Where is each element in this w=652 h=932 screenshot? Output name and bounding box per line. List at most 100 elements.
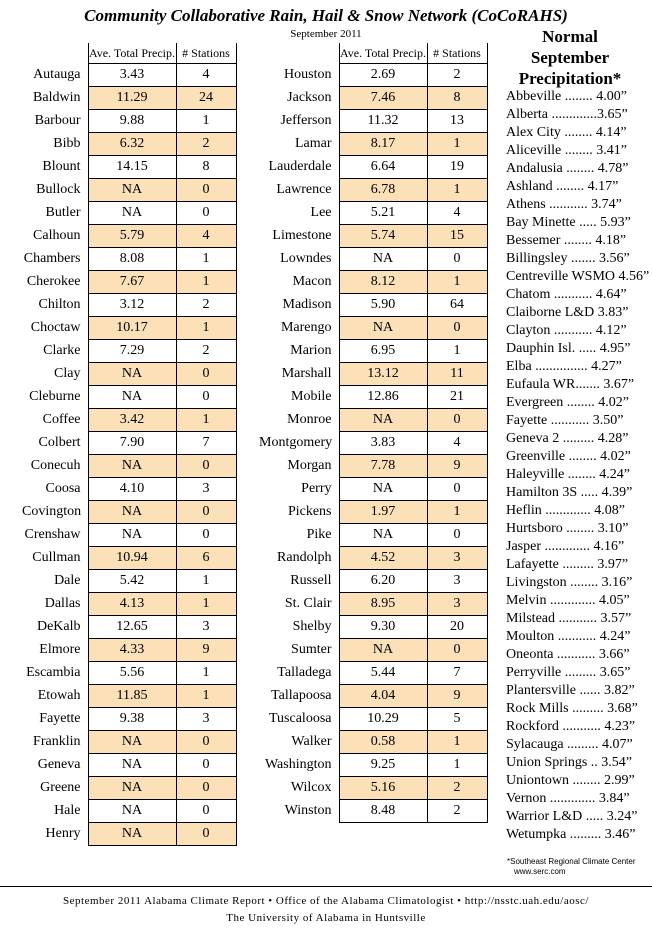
avg-total-precip: 6.78 (338, 178, 428, 202)
avg-total-precip: 9.38 (87, 707, 177, 731)
county-name: Montgomery (259, 435, 333, 450)
station-count: 0 (175, 178, 237, 202)
normal-precip-item: Union Springs .. 3.54” (506, 755, 632, 770)
normal-title-line: September (530, 48, 610, 67)
avg-total-precip: 7.46 (338, 86, 428, 110)
station-count: 3 (426, 546, 488, 570)
avg-total-precip: 7.78 (338, 454, 428, 478)
normal-precip-item: Oneonta ........... 3.66” (506, 647, 630, 662)
normal-precip-item: Rockford ........... 4.23” (506, 719, 636, 734)
stations-column-header: # Stations (175, 43, 237, 64)
normal-precip-item: Alberta .............3.65” (506, 107, 628, 122)
station-count: 0 (426, 408, 488, 432)
avg-total-precip: 3.43 (87, 63, 177, 87)
county-name: Cullman (32, 550, 81, 565)
county-name: Macon (292, 274, 332, 289)
county-name: DeKalb (36, 619, 81, 634)
avg-total-precip: 4.10 (87, 477, 177, 501)
avg-total-precip: NA (338, 408, 428, 432)
county-row: Perry NA 0 (259, 477, 488, 501)
county-row: Bullock NA 0 (22, 178, 237, 202)
county-name: Jackson (287, 90, 332, 105)
normal-precip-item: Billingsley ....... 3.56” (506, 251, 630, 266)
avg-total-precip: 6.32 (87, 132, 177, 156)
county-name: Marengo (280, 320, 332, 335)
avg-total-precip: 9.88 (87, 109, 177, 133)
county-row: Geneva NA 0 (22, 753, 237, 777)
avg-total-precip: 5.44 (338, 661, 428, 685)
avg-total-precip: NA (87, 730, 177, 754)
county-name: Franklin (33, 734, 81, 749)
county-name: Etowah (37, 688, 81, 703)
county-row: Marion 6.95 1 (259, 339, 488, 363)
county-name: Bullock (36, 182, 81, 197)
county-name: Crenshaw (24, 527, 81, 542)
county-row: Henry NA 0 (22, 822, 237, 846)
station-count: 3 (175, 615, 237, 639)
county-row: Calhoun 5.79 4 (22, 224, 237, 248)
county-name: Jefferson (280, 113, 332, 128)
normal-precip-title: Normal September Precipitation* (505, 26, 635, 89)
station-count: 0 (426, 523, 488, 547)
station-count: 1 (426, 753, 488, 777)
county-precip-table-right: Ave. Total Precip. # Stations Houston 2.6… (259, 43, 488, 823)
normal-precip-item: Athens ........... 3.74” (506, 197, 622, 212)
county-row: Talladega 5.44 7 (259, 661, 488, 685)
county-row: Randolph 4.52 3 (259, 546, 488, 570)
normal-precip-item: Abbeville ........ 4.00” (506, 89, 627, 104)
county-name: Bibb (53, 136, 81, 151)
county-row: Pike NA 0 (259, 523, 488, 547)
station-count: 0 (175, 730, 237, 754)
county-name: Hale (54, 803, 81, 818)
normal-precip-item: Alex City ........ 4.14” (506, 125, 627, 140)
county-name: Clay (54, 366, 81, 381)
station-count: 1 (175, 247, 237, 271)
station-count: 1 (426, 270, 488, 294)
county-row: Etowah 11.85 1 (22, 684, 237, 708)
avg-total-precip: 12.86 (338, 385, 428, 409)
avg-total-precip: 5.79 (87, 224, 177, 248)
avg-total-precip: 8.17 (338, 132, 428, 156)
avg-total-precip: 1.97 (338, 500, 428, 524)
station-count: 1 (175, 569, 237, 593)
normal-precip-item: Eufaula WR....... 3.67” (506, 377, 635, 392)
normal-precip-item: Andalusia ........ 4.78” (506, 161, 629, 176)
normal-precip-item: Bay Minette ..... 5.93” (506, 215, 631, 230)
county-name: Marshall (281, 366, 332, 381)
normal-precip-item: Melvin ............. 4.05” (506, 593, 630, 608)
footnote-url: www.serc.com (514, 867, 566, 876)
county-row: Bibb 6.32 2 (22, 132, 237, 156)
normal-precip-item: Plantersville ...... 3.82” (506, 683, 635, 698)
county-name: Perry (301, 481, 332, 496)
station-count: 9 (426, 454, 488, 478)
normal-precip-item: Sylacauga ......... 4.07” (506, 737, 633, 752)
station-count: 0 (175, 362, 237, 386)
station-count: 1 (175, 109, 237, 133)
station-count: 5 (426, 707, 488, 731)
avg-total-precip: NA (87, 500, 177, 524)
county-row: Jefferson 11.32 13 (259, 109, 488, 133)
footer-line-1: September 2011 Alabama Climate Report • … (63, 895, 589, 907)
avg-total-precip: 4.04 (338, 684, 428, 708)
avg-total-precip: NA (87, 799, 177, 823)
station-count: 0 (175, 523, 237, 547)
station-count: 21 (426, 385, 488, 409)
county-name: Baldwin (33, 90, 81, 105)
county-row: DeKalb 12.65 3 (22, 615, 237, 639)
county-name: Monroe (287, 412, 332, 427)
county-name: Tuscaloosa (269, 711, 332, 726)
county-name: Fayette (39, 711, 81, 726)
report-title: Community Collaborative Rain, Hail & Sno… (84, 6, 568, 25)
station-count: 7 (426, 661, 488, 685)
avg-total-precip: 3.12 (87, 293, 177, 317)
county-name: Lamar (294, 136, 332, 151)
station-count: 4 (426, 201, 488, 225)
county-row: Franklin NA 0 (22, 730, 237, 754)
station-count: 0 (175, 385, 237, 409)
county-row: Walker 0.58 1 (259, 730, 488, 754)
avg-total-precip: NA (338, 477, 428, 501)
county-name: Walker (291, 734, 332, 749)
county-row: Barbour 9.88 1 (22, 109, 237, 133)
county-name: Sumter (291, 642, 332, 657)
normal-precip-item: Ashland ........ 4.17” (506, 179, 619, 194)
